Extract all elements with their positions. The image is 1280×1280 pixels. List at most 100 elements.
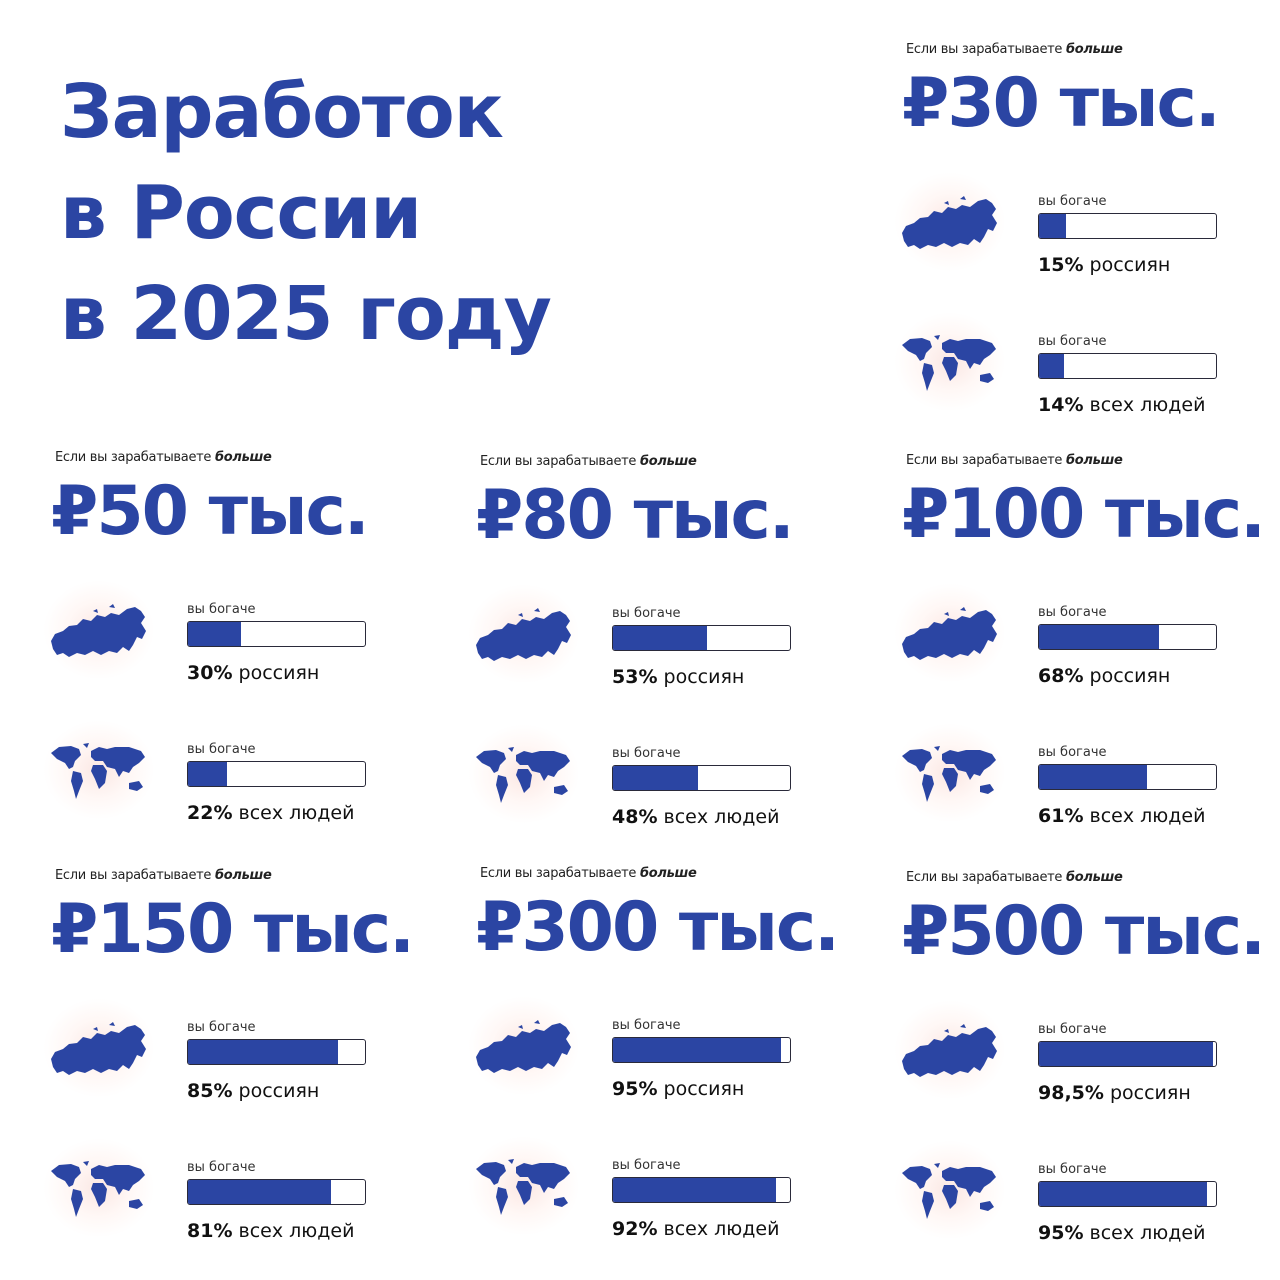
title-line: в 2025 году <box>60 271 552 357</box>
income-amount: ₽50 тыс. <box>51 472 370 551</box>
progress-fill <box>1039 354 1064 378</box>
comparison-row: вы богаче 15% россиян <box>894 172 1266 304</box>
richer-label: вы богаче <box>187 1160 256 1175</box>
percent-text: 53% россиян <box>612 666 744 688</box>
income-amount: ₽500 тыс. <box>902 892 1266 971</box>
richer-label: вы богаче <box>1038 1022 1107 1037</box>
comparison-row: вы богаче 22% всех людей <box>43 720 415 852</box>
header-text: Если вы зарабатываете <box>906 453 1063 468</box>
percent-suffix: всех людей <box>663 806 780 828</box>
income-block: Если вы зарабатываете больше ₽80 тыс. вы… <box>468 454 840 856</box>
comparison-row: вы богаче 68% россиян <box>894 583 1266 715</box>
comparison-row: вы богаче 48% всех людей <box>468 724 840 856</box>
percent-value: 14% <box>1038 394 1084 416</box>
russia-map-icon <box>468 996 580 1096</box>
page-title: Заработок в России в 2025 году <box>60 62 552 365</box>
income-block: Если вы зарабатываете больше ₽30 тыс. вы… <box>894 42 1266 444</box>
header-text: Если вы зарабатываете <box>480 454 637 469</box>
percent-value: 30% <box>187 662 233 684</box>
income-block: Если вы зарабатываете больше ₽300 тыс. в… <box>468 866 840 1268</box>
progress-bar <box>612 765 791 791</box>
income-block: Если вы зарабатываете больше ₽50 тыс. вы… <box>43 450 415 852</box>
percent-suffix: россиян <box>1109 1082 1191 1104</box>
russia-map-icon <box>43 998 155 1098</box>
russia-map-icon <box>43 580 155 680</box>
richer-label: вы богаче <box>187 1020 256 1035</box>
block-header: Если вы зарабатываете больше <box>55 450 272 465</box>
richer-label: вы богаче <box>1038 1162 1107 1177</box>
percent-text: 15% россиян <box>1038 254 1170 276</box>
header-text: Если вы зарабатываете <box>906 870 1063 885</box>
percent-value: 92% <box>612 1218 658 1240</box>
percent-suffix: всех людей <box>1089 394 1206 416</box>
progress-bar <box>1038 1181 1217 1207</box>
comparison-row: вы богаче 98,5% россиян <box>894 1000 1266 1132</box>
percent-text: 92% всех людей <box>612 1218 779 1240</box>
income-block: Если вы зарабатываете больше ₽100 тыс. в… <box>894 453 1266 855</box>
comparison-row: вы богаче 81% всех людей <box>43 1138 415 1270</box>
percent-text: 68% россиян <box>1038 665 1170 687</box>
title-line: Заработок <box>60 69 504 155</box>
progress-fill <box>1039 1182 1208 1206</box>
richer-label: вы богаче <box>1038 334 1107 349</box>
percent-value: 53% <box>612 666 658 688</box>
header-text: Если вы зарабатываете <box>55 450 212 465</box>
percent-suffix: россиян <box>663 666 745 688</box>
progress-fill <box>1039 1042 1214 1066</box>
percent-value: 81% <box>187 1220 233 1242</box>
percent-suffix: россиян <box>238 662 320 684</box>
income-amount: ₽300 тыс. <box>476 888 840 967</box>
progress-bar <box>1038 764 1217 790</box>
progress-bar <box>1038 213 1217 239</box>
percent-text: 22% всех людей <box>187 802 354 824</box>
percent-suffix: всех людей <box>1089 1222 1206 1244</box>
header-bold: больше <box>1065 870 1123 885</box>
header-text: Если вы зарабатываете <box>480 866 637 881</box>
header-bold: больше <box>214 450 272 465</box>
income-amount: ₽30 тыс. <box>902 64 1221 143</box>
percent-suffix: всех людей <box>238 1220 355 1242</box>
progress-fill <box>188 1040 339 1064</box>
world-map-icon <box>43 720 155 820</box>
progress-bar <box>612 625 791 651</box>
percent-value: 48% <box>612 806 658 828</box>
progress-bar <box>187 1179 366 1205</box>
comparison-row: вы богаче 95% всех людей <box>894 1140 1266 1272</box>
richer-label: вы богаче <box>612 606 681 621</box>
progress-fill <box>188 762 227 786</box>
progress-bar <box>1038 353 1217 379</box>
comparison-row: вы богаче 61% всех людей <box>894 723 1266 855</box>
title-line: в России <box>60 170 422 256</box>
comparison-row: вы богаче 92% всех людей <box>468 1136 840 1268</box>
percent-text: 95% россиян <box>612 1078 744 1100</box>
percent-suffix: россиян <box>1089 254 1171 276</box>
world-map-icon <box>468 724 580 824</box>
richer-label: вы богаче <box>612 1158 681 1173</box>
header-text: Если вы зарабатываете <box>906 42 1063 57</box>
richer-label: вы богаче <box>1038 605 1107 620</box>
header-text: Если вы зарабатываете <box>55 868 212 883</box>
richer-label: вы богаче <box>612 746 681 761</box>
percent-suffix: россиян <box>1089 665 1171 687</box>
progress-fill <box>1039 765 1147 789</box>
progress-fill <box>188 1180 332 1204</box>
progress-bar <box>612 1177 791 1203</box>
block-header: Если вы зарабатываете больше <box>906 42 1123 57</box>
percent-value: 95% <box>612 1078 658 1100</box>
comparison-row: вы богаче 85% россиян <box>43 998 415 1130</box>
comparison-row: вы богаче 14% всех людей <box>894 312 1266 444</box>
progress-fill <box>1039 625 1160 649</box>
progress-bar <box>187 1039 366 1065</box>
block-header: Если вы зарабатываете больше <box>906 870 1123 885</box>
income-block: Если вы зарабатываете больше ₽500 тыс. в… <box>894 870 1266 1272</box>
income-amount: ₽150 тыс. <box>51 890 415 969</box>
percent-value: 15% <box>1038 254 1084 276</box>
progress-fill <box>613 626 707 650</box>
percent-text: 95% всех людей <box>1038 1222 1205 1244</box>
percent-text: 98,5% россиян <box>1038 1082 1191 1104</box>
header-bold: больше <box>1065 453 1123 468</box>
block-header: Если вы зарабатываете больше <box>480 454 697 469</box>
percent-text: 30% россиян <box>187 662 319 684</box>
percent-value: 98,5% <box>1038 1082 1104 1104</box>
russia-map-icon <box>894 1000 1006 1100</box>
